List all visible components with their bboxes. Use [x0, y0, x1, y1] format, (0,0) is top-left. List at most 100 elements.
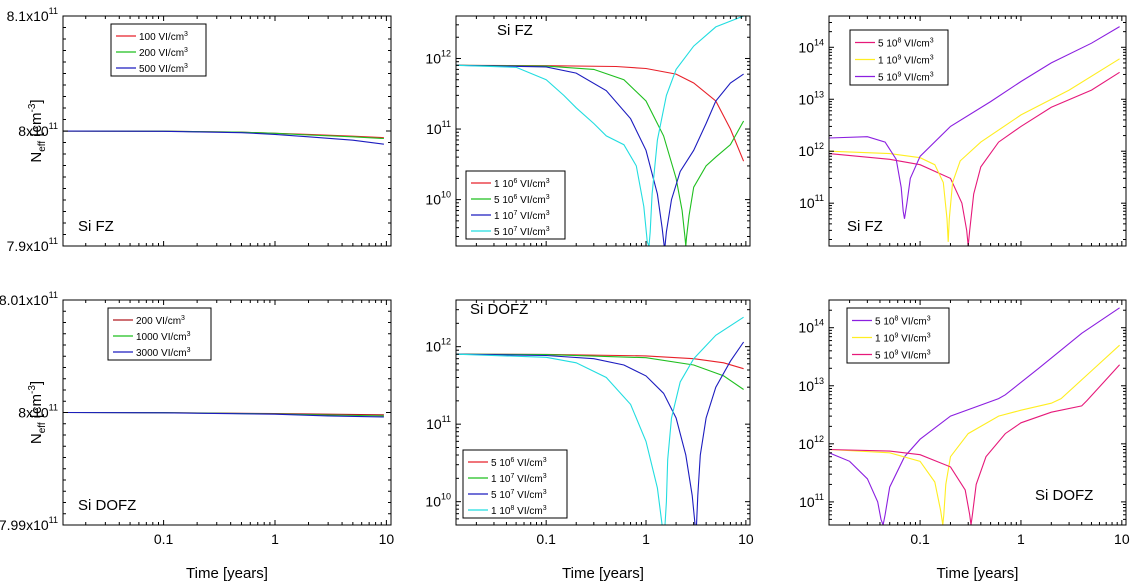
panel-annotation: Si FZ	[497, 22, 533, 39]
y-ticks	[456, 299, 750, 526]
x-tick-label: 10	[379, 531, 395, 547]
y-tick-label: 1011	[799, 492, 824, 510]
legend-box	[465, 170, 566, 240]
series-group	[63, 411, 384, 418]
panel-annotation: Si FZ	[78, 218, 114, 235]
panel-annotation: Si FZ	[847, 218, 883, 235]
chart-panel-bottom-right: 0.1 1 10 Time [years] 1011 1012 1013 1014 5 108 …	[798, 299, 1130, 582]
legend-label: 5 109 VI/cm3	[878, 72, 934, 84]
y-tick-label: 1011	[426, 414, 451, 432]
x-ticks	[849, 16, 1123, 246]
series-group	[829, 26, 1120, 246]
legend-label: 5 107 VI/cm3	[494, 226, 550, 238]
x-tick-label: 0.1	[536, 531, 556, 547]
legend-label: 5 106 VI/cm3	[494, 194, 550, 206]
plot-frame	[455, 299, 751, 526]
y-tick-label: 1010	[425, 492, 451, 510]
y-tick-label: 8x1011	[18, 121, 58, 139]
x-ticks	[85, 300, 387, 525]
x-tick-label: 1	[1017, 531, 1025, 547]
legend: 5 106 VI/cm3 1 107 VI/cm3 5 107 VI/cm3 1 10…	[462, 449, 568, 519]
x-ticks	[475, 300, 747, 525]
legend: 5 108 VI/cm3 1 109 VI/cm3 5 109 VI/cm3	[849, 29, 949, 86]
legend-label: 1 107 VI/cm3	[494, 210, 550, 222]
legend-box	[107, 307, 212, 361]
y-tick-label: 1014	[798, 318, 824, 336]
series-line-1	[829, 344, 1120, 525]
series-line-2	[63, 411, 384, 418]
y-tick-label: 1012	[798, 434, 824, 452]
y-ticks	[456, 15, 750, 237]
x-tick-label: 1	[642, 531, 650, 547]
y-tick-label: 1014	[798, 37, 824, 55]
y-tick-label: 1012	[798, 141, 824, 159]
legend-label: 5 107 VI/cm3	[491, 489, 547, 501]
legend-label: 1000 VI/cm3	[136, 331, 191, 343]
series-line-2	[829, 364, 1121, 525]
chart-panel-bottom-left: 0.1 1 10 Time [years] 7.99x1011 8x1011 8.01x10…	[0, 290, 394, 582]
legend-box	[849, 29, 949, 86]
series-line-3	[456, 16, 744, 246]
legend: 1 106 VI/cm3 5 106 VI/cm3 1 107 VI/cm3 5 10…	[465, 170, 566, 240]
legend-label: 100 VI/cm3	[139, 31, 188, 43]
x-tick-label: 0.1	[910, 531, 930, 547]
legend-label: 1 107 VI/cm3	[491, 473, 547, 485]
x-axis-label: Time [years]	[186, 565, 268, 582]
x-axis-label: Time [years]	[937, 565, 1019, 582]
x-ticks	[85, 16, 387, 246]
y-tick-label: 1011	[799, 193, 824, 211]
series-line-1	[456, 353, 744, 390]
chart-panel-top-left: 7.9x1011 8x1011 8.1x1011 Neff [cm-3] 100 VI/…	[7, 6, 392, 254]
y-tick-label: 1012	[425, 48, 451, 66]
x-ticks	[475, 16, 747, 246]
legend-label: 500 VI/cm3	[139, 63, 188, 75]
legend-box	[846, 307, 950, 364]
plot-frame	[828, 15, 1127, 247]
x-tick-label: 10	[1114, 531, 1130, 547]
legend-label: 200 VI/cm3	[139, 47, 188, 59]
series-line-1	[829, 58, 1120, 242]
series-line-2	[829, 26, 1120, 219]
legend: 5 108 VI/cm3 1 109 VI/cm3 5 109 VI/cm3	[846, 307, 950, 364]
plot-frame	[455, 15, 751, 247]
y-tick-label: 1010	[425, 190, 451, 208]
series-line-0	[829, 307, 1120, 525]
series-group	[829, 307, 1121, 525]
y-tick-label: 8.1x1011	[7, 6, 58, 24]
chart-panel-bottom-middle: 0.1 1 10 Time [years] 1010 1011 1012 5 106 VI/c…	[425, 299, 754, 582]
y-ticks	[63, 15, 391, 247]
series-group	[456, 16, 745, 246]
legend: 200 VI/cm3 1000 VI/cm3 3000 VI/cm3	[107, 307, 212, 361]
y-tick-label: 1012	[425, 337, 451, 355]
y-tick-label: 7.9x1011	[7, 236, 58, 254]
legend-label: 5 108 VI/cm3	[875, 316, 931, 328]
panel-annotation: Si DOFZ	[470, 301, 528, 318]
legend-label: 5 109 VI/cm3	[875, 350, 931, 362]
y-tick-label: 1013	[798, 376, 824, 394]
y-tick-label: 1013	[798, 89, 824, 107]
series-line-3	[456, 316, 744, 525]
x-tick-label: 10	[738, 531, 754, 547]
legend-box	[110, 23, 207, 77]
y-tick-label: 8.01x1011	[0, 290, 58, 308]
legend-label: 3000 VI/cm3	[136, 347, 191, 359]
series-line-0	[829, 71, 1120, 246]
plot-frame	[828, 299, 1127, 526]
y-axis-label: Neff [cm-3]	[27, 381, 48, 444]
legend-label: 1 106 VI/cm3	[494, 178, 550, 190]
legend-label: 5 106 VI/cm3	[491, 457, 547, 469]
x-ticks	[849, 300, 1123, 525]
series-line-2	[63, 130, 384, 145]
y-ticks	[829, 15, 1126, 241]
panel-annotation: Si DOFZ	[78, 497, 136, 514]
y-ticks	[63, 299, 391, 526]
legend-label: 1 108 VI/cm3	[491, 505, 547, 517]
panel-annotation: Si DOFZ	[1035, 487, 1093, 504]
x-tick-label: 1	[271, 531, 279, 547]
series-line-0	[456, 64, 745, 162]
series-group	[456, 316, 745, 525]
x-tick-label: 0.1	[154, 531, 174, 547]
legend: 100 VI/cm3 200 VI/cm3 500 VI/cm3	[110, 23, 207, 77]
series-line-2	[456, 341, 745, 525]
